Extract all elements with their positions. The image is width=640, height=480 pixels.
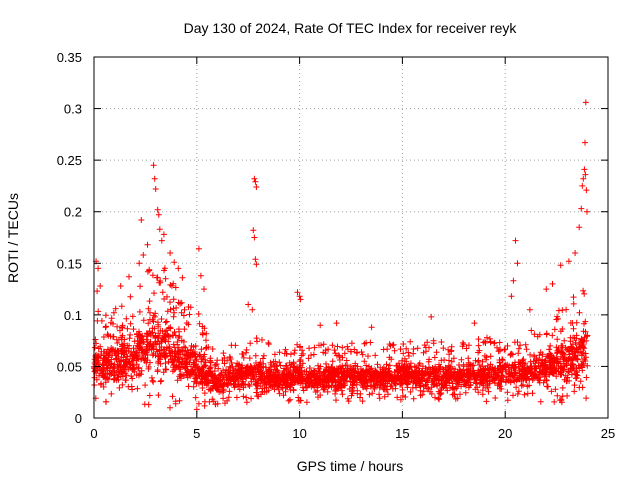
- y-tick-label: 0.3: [64, 102, 82, 117]
- tick-labels: 0 5 10 15 20 25 0 0.05 0.1 0.15 0.2 0.25 0.3 0.35: [57, 50, 616, 441]
- x-tick-label: 15: [395, 426, 409, 441]
- x-tick-label: 5: [193, 426, 200, 441]
- chart-title: Day 130 of 2024, Rate Of TEC Index for r…: [184, 20, 518, 36]
- y-tick-label: 0.2: [64, 205, 82, 220]
- y-tick-label: 0.05: [57, 359, 82, 374]
- x-tick-label: 25: [601, 426, 615, 441]
- axis-ticks: [93, 56, 609, 419]
- y-tick-label: 0.1: [64, 308, 82, 323]
- y-axis-title: ROTI / TECUs: [5, 193, 21, 283]
- y-tick-label: 0.35: [57, 50, 82, 65]
- x-tick-label: 10: [292, 426, 306, 441]
- scatter-points: [91, 99, 591, 413]
- y-tick-label: 0: [75, 411, 82, 426]
- y-tick-label: 0.15: [57, 256, 82, 271]
- roti-data-markers: [91, 99, 591, 413]
- x-tick-label: 20: [498, 426, 512, 441]
- x-tick-label: 0: [90, 426, 97, 441]
- plot-frame: [93, 56, 609, 419]
- y-tick-label: 0.25: [57, 153, 82, 168]
- x-axis-title: GPS time / hours: [297, 458, 404, 474]
